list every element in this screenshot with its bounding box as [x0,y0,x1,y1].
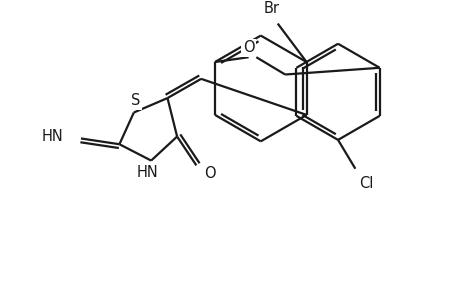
Text: O: O [242,40,254,55]
Text: HN: HN [42,129,63,144]
Text: HN: HN [136,165,158,180]
Text: Cl: Cl [358,176,373,191]
Text: S: S [131,94,140,109]
Text: Br: Br [263,1,280,16]
Text: O: O [204,166,215,181]
